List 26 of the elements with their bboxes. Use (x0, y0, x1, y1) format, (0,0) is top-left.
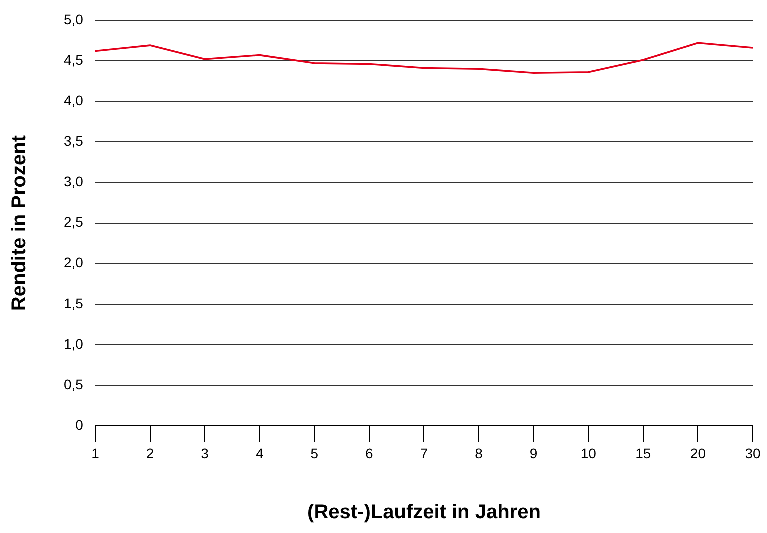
x-tick-label: 10 (580, 445, 597, 462)
y-tick-label: 4,0 (64, 92, 84, 108)
x-tick-label: 3 (201, 445, 210, 462)
x-tick-label: 20 (690, 445, 706, 462)
y-tick-label: 2,0 (64, 254, 84, 271)
x-tick-label: 4 (256, 445, 264, 462)
y-tick-label: 2,5 (64, 214, 84, 230)
x-tick-label: 7 (420, 445, 428, 462)
y-tick-label: 3,5 (64, 133, 84, 149)
x-tick-label: 6 (366, 445, 374, 462)
x-tick-label: 2 (146, 445, 154, 462)
y-tick-label: 0 (76, 417, 84, 434)
x-tick-label: 30 (745, 445, 761, 462)
x-tick-label: 9 (530, 445, 538, 462)
y-tick-label: 4,5 (64, 52, 84, 68)
y-tick-label: 0,5 (64, 376, 84, 392)
y-tick-label: 3,0 (64, 174, 84, 190)
y-tick-label: 1,5 (64, 295, 84, 312)
x-tick-label: 8 (475, 445, 484, 462)
x-tick-label: 1 (92, 445, 100, 462)
y-axis-title: Rendite in Prozent (8, 135, 31, 312)
y-tick-label: 1,0 (64, 336, 84, 352)
x-tick-label: 5 (310, 445, 319, 462)
x-axis-title: (Rest-)Laufzeit in Jahren (308, 502, 541, 524)
y-tick-label: 5,0 (64, 11, 84, 28)
x-tick-label: 15 (636, 445, 652, 462)
